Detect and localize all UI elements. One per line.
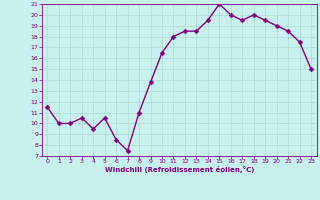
X-axis label: Windchill (Refroidissement éolien,°C): Windchill (Refroidissement éolien,°C) (105, 166, 254, 173)
